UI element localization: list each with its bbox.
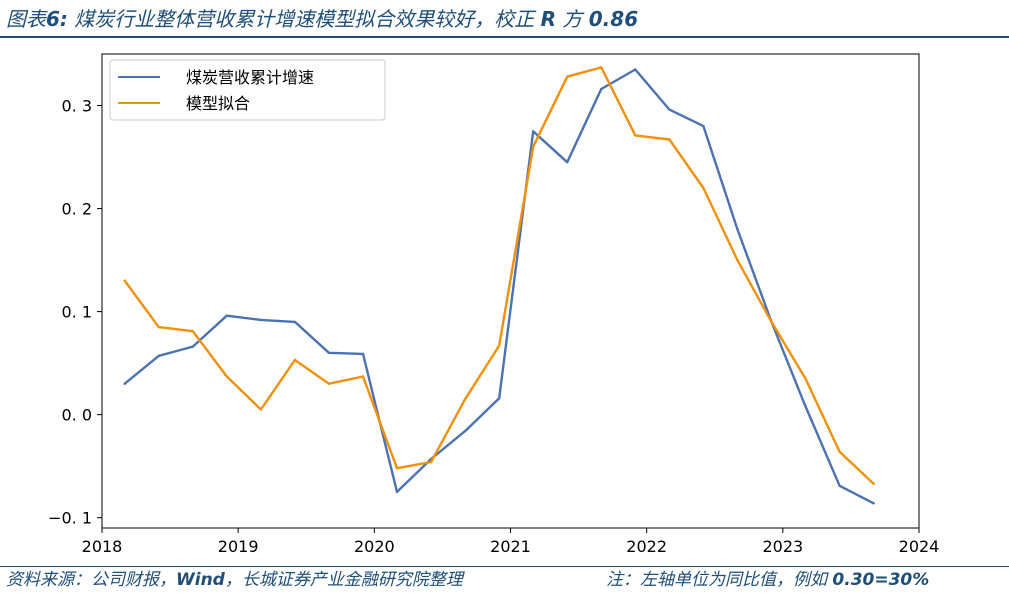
y-tick-label: −0. 1 bbox=[48, 509, 92, 528]
data-point-actual bbox=[259, 318, 263, 322]
data-point-model bbox=[668, 138, 671, 141]
data-point-actual bbox=[191, 345, 194, 348]
data-point-model bbox=[838, 450, 841, 453]
data-point-model bbox=[804, 377, 807, 380]
data-point-model bbox=[463, 398, 467, 401]
unit-note: 注：左轴单位为同比值，例如 0.30=30% bbox=[606, 568, 929, 592]
data-point-model bbox=[872, 482, 875, 485]
data-point-actual bbox=[668, 108, 671, 111]
source-suffix: ，长城证券产业金融研究院整理 bbox=[224, 570, 463, 590]
y-tick-label: 0. 2 bbox=[61, 200, 92, 219]
figure-title-prefix: 图表 bbox=[6, 7, 46, 31]
x-tick-label: 2021 bbox=[490, 537, 531, 556]
figure-title-main: 煤炭行业整体营收累计增速模型拟合效果较好，校正 bbox=[67, 7, 541, 31]
y-tick-label: 0. 1 bbox=[61, 303, 92, 322]
data-point-actual bbox=[293, 320, 297, 324]
figure-title-r: R bbox=[540, 7, 557, 31]
data-point-actual bbox=[736, 228, 739, 231]
legend: 煤炭营收累计增速 模型拟合 bbox=[109, 59, 386, 121]
data-point-actual bbox=[225, 314, 228, 317]
data-point-model bbox=[566, 75, 569, 78]
x-tick-label: 2023 bbox=[762, 537, 803, 556]
unit-note-example: 0.30=30% bbox=[832, 570, 930, 590]
data-point-model bbox=[498, 344, 501, 347]
y-axis: 0. 3 0. 2 0. 1 0. 0 −0. 1 bbox=[48, 97, 102, 528]
data-point-model bbox=[259, 408, 263, 411]
y-tick-label: 0. 3 bbox=[61, 97, 92, 116]
source-wind: Wind bbox=[176, 570, 225, 590]
x-tick-label: 2024 bbox=[899, 537, 940, 556]
figure-title-mid: 方 bbox=[556, 7, 589, 31]
data-point-model bbox=[123, 279, 126, 282]
footer-divider bbox=[0, 566, 1009, 567]
data-point-actual bbox=[327, 351, 331, 354]
data-point-model bbox=[736, 258, 739, 262]
data-point-actual bbox=[123, 382, 126, 385]
x-axis: 2018 2019 2020 2021 2022 2023 2024 bbox=[82, 528, 940, 556]
title-divider bbox=[0, 36, 1009, 38]
data-point-model bbox=[157, 325, 160, 329]
y-tick-label: 0. 0 bbox=[61, 406, 92, 425]
figure-title-number: 6: bbox=[46, 7, 68, 31]
data-point-actual bbox=[872, 502, 875, 505]
data-point-model bbox=[361, 375, 365, 378]
source-note: 资料来源：公司财报，Wind，长城证券产业金融研究院整理 bbox=[6, 568, 463, 592]
data-point-actual bbox=[361, 352, 365, 356]
line-chart: 0. 30. 20. 10. 0−0. 1 2018 2019 2020 2021 20… bbox=[48, 53, 940, 556]
x-tick-label: 2018 bbox=[82, 537, 123, 556]
x-tick-label: 2019 bbox=[218, 537, 259, 556]
data-point-actual bbox=[600, 87, 603, 91]
data-point-model bbox=[327, 382, 331, 385]
data-point-model bbox=[600, 66, 603, 69]
legend-box bbox=[109, 59, 386, 121]
data-point-actual bbox=[702, 124, 705, 128]
data-point-model bbox=[225, 375, 228, 378]
data-point-actual bbox=[566, 161, 569, 164]
figure-title-value: 0.86 bbox=[588, 7, 639, 31]
data-point-model bbox=[770, 320, 773, 324]
data-point-actual bbox=[634, 68, 637, 71]
source-prefix: 资料来源：公司财报， bbox=[6, 570, 176, 590]
data-point-model bbox=[634, 134, 637, 137]
data-point-model bbox=[429, 460, 433, 464]
plot-frame bbox=[101, 53, 920, 529]
data-point-model bbox=[395, 467, 399, 470]
legend-label-actual: 煤炭营收累计增速 bbox=[186, 68, 314, 87]
data-point-actual bbox=[395, 490, 399, 494]
figure-title: 图表6: 煤炭行业整体营收累计增速模型拟合效果较好，校正 R 方 0.86 bbox=[6, 4, 638, 34]
data-point-model bbox=[293, 358, 297, 362]
data-point-model bbox=[532, 145, 535, 148]
data-point-actual bbox=[498, 397, 501, 400]
legend-label-model: 模型拟合 bbox=[186, 94, 250, 113]
data-point-model bbox=[702, 186, 705, 190]
data-point-actual bbox=[838, 484, 841, 487]
data-point-actual bbox=[532, 130, 535, 133]
data-point-actual bbox=[463, 429, 467, 433]
x-tick-label: 2022 bbox=[626, 537, 667, 556]
unit-note-prefix: 注：左轴单位为同比值，例如 bbox=[606, 570, 833, 590]
data-point-model bbox=[191, 330, 194, 333]
data-point-actual bbox=[804, 405, 807, 408]
x-tick-label: 2020 bbox=[354, 537, 395, 556]
series-lines bbox=[123, 66, 875, 505]
data-point-actual bbox=[157, 354, 160, 358]
